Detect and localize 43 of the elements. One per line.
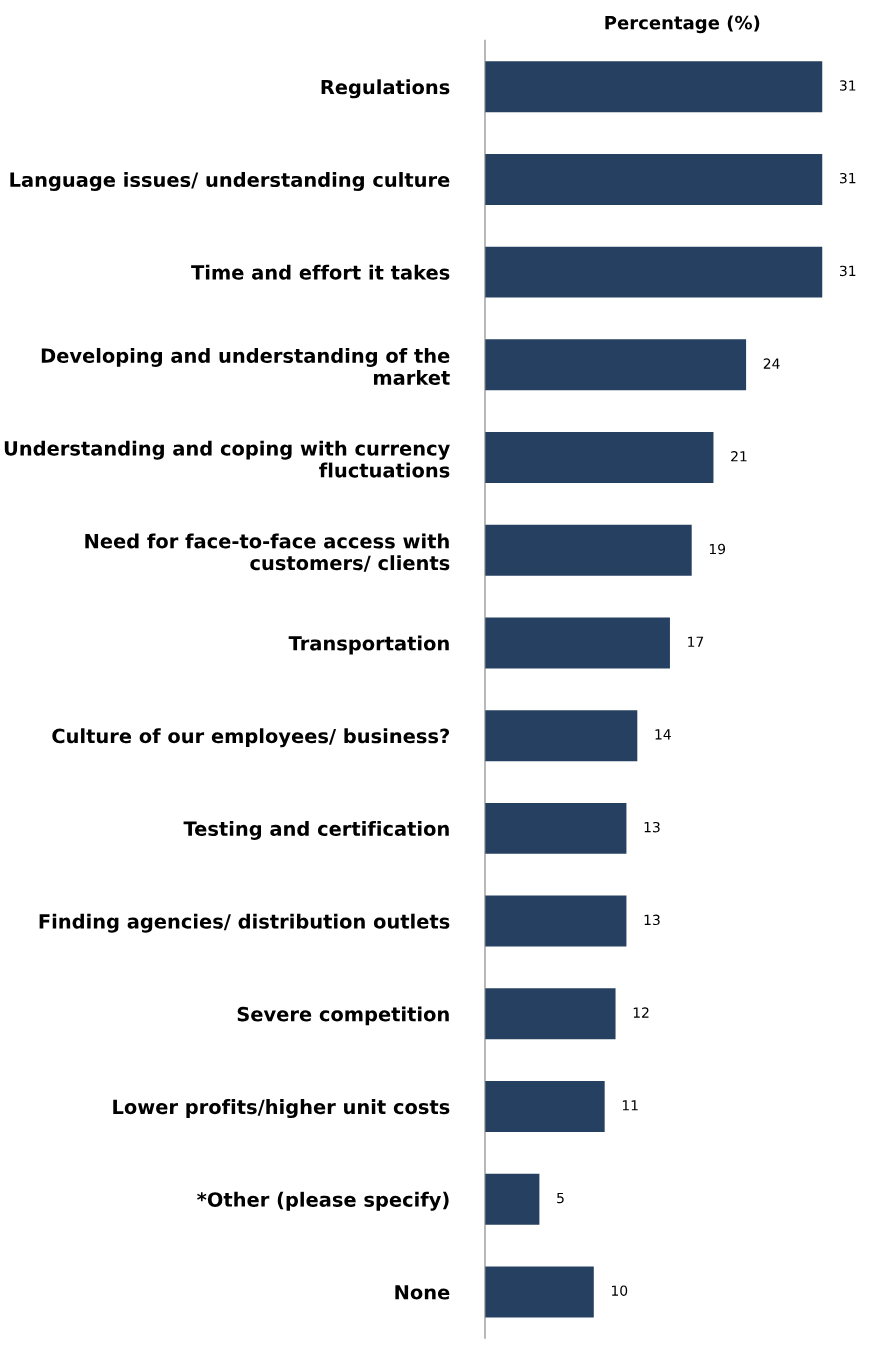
bar (485, 1266, 594, 1318)
y-tick-label: None (395, 1285, 450, 1300)
bar (485, 61, 823, 113)
bar (485, 617, 670, 669)
bar (485, 246, 823, 298)
bar (485, 524, 692, 576)
data-label: 11 (622, 1100, 638, 1111)
data-label: 17 (688, 636, 704, 647)
data-label: 5 (557, 1192, 564, 1204)
y-tick-label: Understanding and coping with currency fluctuations (4, 440, 450, 478)
y-tick-label: Culture of our employees/ business? (52, 728, 450, 748)
y-tick-label: Language issues/ understanding culture (10, 172, 450, 191)
x-axis-title: Percentage (%) (605, 15, 760, 34)
data-label: 10 (611, 1285, 628, 1296)
bar (485, 153, 823, 205)
data-label: 14 (655, 729, 671, 740)
bar (485, 988, 616, 1040)
y-tick-label: Testing and certification (183, 820, 449, 840)
y-tick-label: Time and effort it takes (191, 264, 450, 280)
data-label: 21 (731, 451, 747, 462)
bar (485, 1081, 605, 1132)
y-tick-label: Lower profits/higher unit costs (113, 1099, 450, 1119)
y-tick-label: Regulations (321, 79, 450, 99)
bar (485, 802, 627, 854)
bar (485, 339, 747, 391)
data-label: 31 (839, 265, 856, 277)
bar (485, 895, 627, 947)
bar (485, 1173, 540, 1225)
data-label: 31 (839, 172, 856, 184)
bar (485, 710, 638, 762)
data-label: 24 (763, 358, 780, 369)
y-tick-label: Need for face-to-face access with customers/ clients (85, 533, 450, 572)
y-tick-label: *Other (please specify) (197, 1191, 449, 1211)
data-label: 13 (644, 821, 660, 833)
y-tick-label: Transportation (288, 635, 449, 655)
y-tick-label: Severe competition (237, 1006, 449, 1026)
data-label: 13 (644, 914, 660, 926)
y-tick-label: Developing and understanding of the market (41, 347, 450, 385)
y-tick-label: Finding agencies/ distribution outlets (39, 913, 450, 933)
data-label: 31 (839, 80, 856, 91)
data-label: 12 (633, 1007, 649, 1018)
data-label: 19 (709, 543, 726, 555)
bar (485, 432, 714, 484)
